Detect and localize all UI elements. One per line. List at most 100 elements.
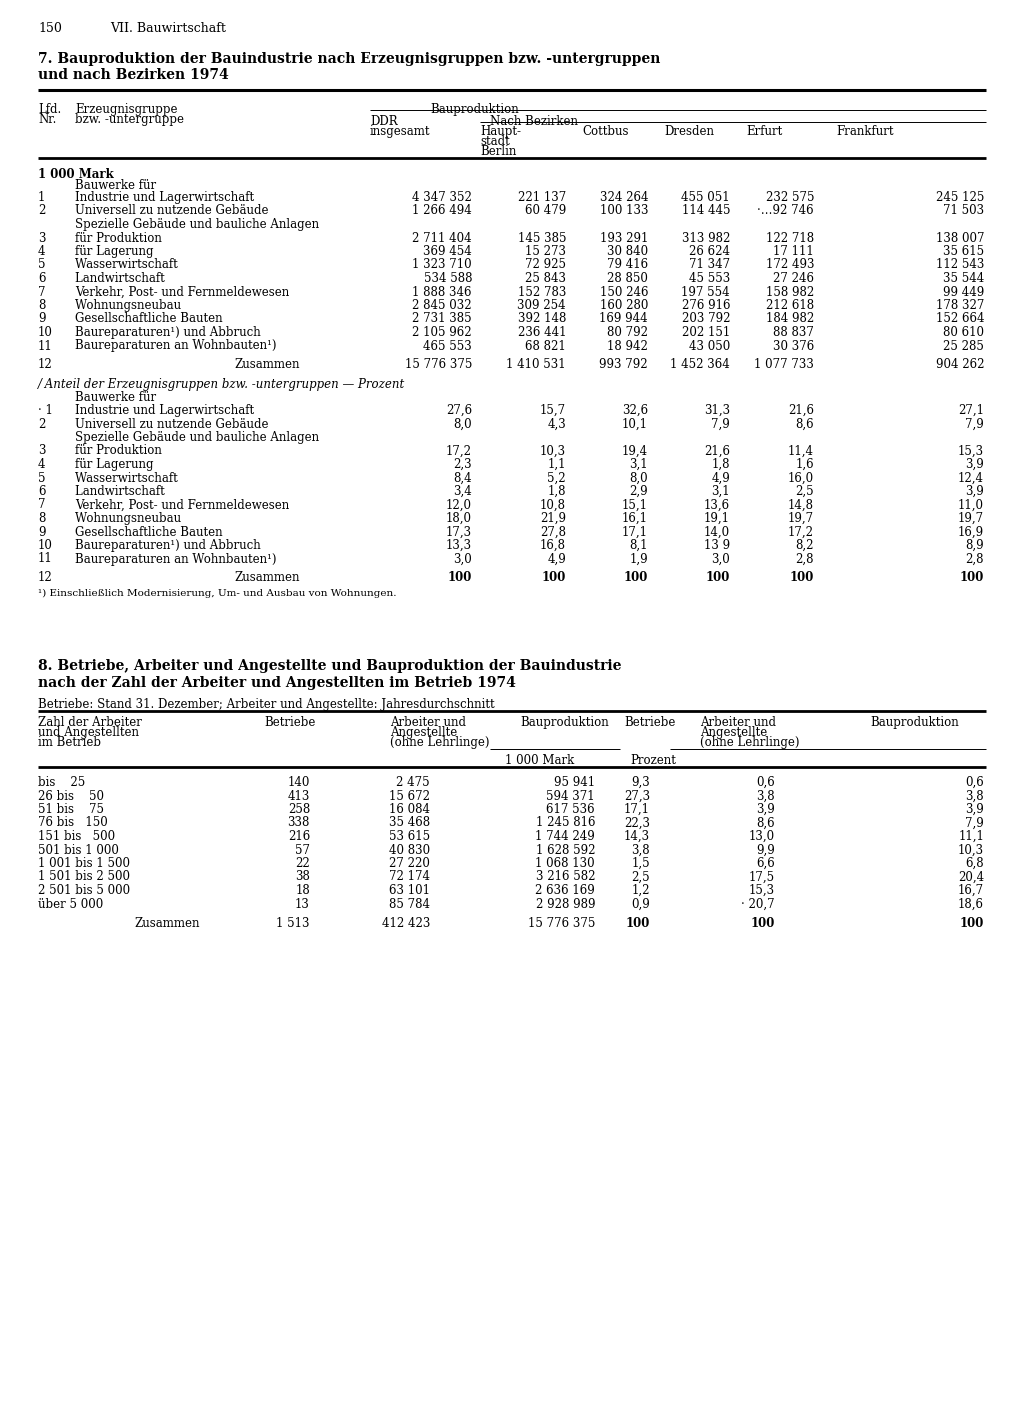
Text: 16,7: 16,7 — [957, 885, 984, 897]
Text: 8,2: 8,2 — [796, 538, 814, 552]
Text: VII. Bauwirtschaft: VII. Bauwirtschaft — [110, 23, 226, 35]
Text: 2,8: 2,8 — [796, 552, 814, 565]
Text: 63 101: 63 101 — [389, 885, 430, 897]
Text: Spezielle Gebäude und bauliche Anlagen: Spezielle Gebäude und bauliche Anlagen — [75, 431, 319, 444]
Text: 1,6: 1,6 — [796, 458, 814, 471]
Text: 17,5: 17,5 — [749, 870, 775, 883]
Text: bis    25: bis 25 — [38, 776, 130, 788]
Text: Industrie und Lagerwirtschaft: Industrie und Lagerwirtschaft — [75, 191, 295, 203]
Text: 160 280: 160 280 — [600, 300, 648, 312]
Text: 3,0: 3,0 — [454, 552, 472, 565]
Text: 100: 100 — [959, 571, 984, 584]
Text: 25 285: 25 285 — [943, 339, 984, 352]
Text: 3: 3 — [38, 445, 45, 458]
Text: 413: 413 — [288, 790, 310, 803]
Text: 14,8: 14,8 — [788, 499, 814, 512]
Text: 1 888 346: 1 888 346 — [413, 285, 472, 298]
Text: 19,1: 19,1 — [705, 512, 730, 526]
Text: 17,3: 17,3 — [445, 526, 472, 538]
Text: und Angestellten: und Angestellten — [38, 726, 139, 739]
Text: 17 111: 17 111 — [773, 244, 814, 259]
Text: 6,6: 6,6 — [757, 858, 775, 870]
Text: 7: 7 — [38, 285, 45, 298]
Text: Zusammen: Zusammen — [134, 917, 200, 930]
Text: 8,4: 8,4 — [454, 472, 472, 485]
Text: Universell zu nutzende Gebäude: Universell zu nutzende Gebäude — [75, 205, 299, 218]
Text: 169 944: 169 944 — [599, 312, 648, 325]
Text: 193 291: 193 291 — [600, 232, 648, 244]
Text: 17,2: 17,2 — [446, 445, 472, 458]
Text: 2,5: 2,5 — [632, 870, 650, 883]
Text: 3,9: 3,9 — [966, 803, 984, 815]
Text: 3,8: 3,8 — [757, 790, 775, 803]
Text: 3,0: 3,0 — [712, 552, 730, 565]
Text: 1 452 364: 1 452 364 — [671, 357, 730, 372]
Text: 501 bis 1 000: 501 bis 1 000 — [38, 844, 164, 856]
Text: 534 588: 534 588 — [424, 271, 472, 285]
Text: 8: 8 — [38, 300, 45, 312]
Text: 10: 10 — [38, 538, 53, 552]
Text: 100: 100 — [959, 917, 984, 930]
Text: 51 bis    75: 51 bis 75 — [38, 803, 150, 815]
Text: 68 821: 68 821 — [525, 339, 566, 352]
Text: stadt: stadt — [480, 136, 510, 148]
Text: 35 615: 35 615 — [943, 244, 984, 259]
Text: 71 347: 71 347 — [689, 259, 730, 271]
Text: 184 982: 184 982 — [766, 312, 814, 325]
Text: 9: 9 — [38, 312, 45, 325]
Text: Baureparaturen¹) und Abbruch: Baureparaturen¹) und Abbruch — [75, 538, 295, 552]
Text: Bauwerke für: Bauwerke für — [75, 391, 156, 404]
Text: 19,7: 19,7 — [957, 512, 984, 526]
Text: 150: 150 — [38, 23, 61, 35]
Text: 100 133: 100 133 — [599, 205, 648, 218]
Text: 3: 3 — [38, 232, 45, 244]
Text: 15,3: 15,3 — [749, 885, 775, 897]
Text: 2 928 989: 2 928 989 — [536, 897, 595, 910]
Text: 5: 5 — [38, 259, 45, 271]
Text: 32,6: 32,6 — [622, 404, 648, 417]
Text: 2,5: 2,5 — [796, 485, 814, 497]
Text: Landwirtschaft: Landwirtschaft — [75, 271, 244, 285]
Text: 1,2: 1,2 — [632, 885, 650, 897]
Text: 150 246: 150 246 — [599, 285, 648, 298]
Text: 202 151: 202 151 — [682, 326, 730, 339]
Text: 21,9: 21,9 — [540, 512, 566, 526]
Text: 10,3: 10,3 — [957, 844, 984, 856]
Text: 27,3: 27,3 — [624, 790, 650, 803]
Text: Wohnungsneubau: Wohnungsneubau — [75, 300, 249, 312]
Text: 2,9: 2,9 — [630, 485, 648, 497]
Text: 85 784: 85 784 — [389, 897, 430, 910]
Text: 3 216 582: 3 216 582 — [536, 870, 595, 883]
Text: 152 783: 152 783 — [517, 285, 566, 298]
Text: 17,1: 17,1 — [624, 803, 650, 815]
Text: 72 925: 72 925 — [525, 259, 566, 271]
Text: 1 000 Mark: 1 000 Mark — [38, 168, 114, 181]
Text: 11,0: 11,0 — [958, 499, 984, 512]
Text: 2 501 bis 5 000: 2 501 bis 5 000 — [38, 885, 175, 897]
Text: für Lagerung: für Lagerung — [75, 458, 224, 471]
Text: Baureparaturen¹) und Abbruch: Baureparaturen¹) und Abbruch — [75, 326, 295, 339]
Text: 40 830: 40 830 — [389, 844, 430, 856]
Text: Prozent: Prozent — [630, 755, 676, 767]
Text: Industrie und Lagerwirtschaft: Industrie und Lagerwirtschaft — [75, 404, 295, 417]
Text: 8: 8 — [38, 512, 45, 526]
Text: 2 636 169: 2 636 169 — [536, 885, 595, 897]
Text: 2 475: 2 475 — [396, 776, 430, 788]
Text: 80 610: 80 610 — [943, 326, 984, 339]
Text: 16,8: 16,8 — [540, 538, 566, 552]
Text: 22,3: 22,3 — [624, 817, 650, 829]
Text: 1,1: 1,1 — [548, 458, 566, 471]
Text: 10,3: 10,3 — [540, 445, 566, 458]
Text: 309 254: 309 254 — [517, 300, 566, 312]
Text: Angestellte: Angestellte — [700, 726, 767, 739]
Text: 27,8: 27,8 — [540, 526, 566, 538]
Text: 4,9: 4,9 — [547, 552, 566, 565]
Text: bzw. -untergruppe: bzw. -untergruppe — [75, 113, 184, 126]
Text: Spezielle Gebäude und bauliche Anlagen: Spezielle Gebäude und bauliche Anlagen — [75, 218, 319, 230]
Text: / Anteil der Erzeugnisgruppen bzw. -untergruppen — Prozent: / Anteil der Erzeugnisgruppen bzw. -unte… — [38, 379, 406, 391]
Text: 3,9: 3,9 — [966, 485, 984, 497]
Text: 2 711 404: 2 711 404 — [413, 232, 472, 244]
Text: 12: 12 — [38, 571, 53, 584]
Text: 1 077 733: 1 077 733 — [754, 357, 814, 372]
Text: 100: 100 — [624, 571, 648, 584]
